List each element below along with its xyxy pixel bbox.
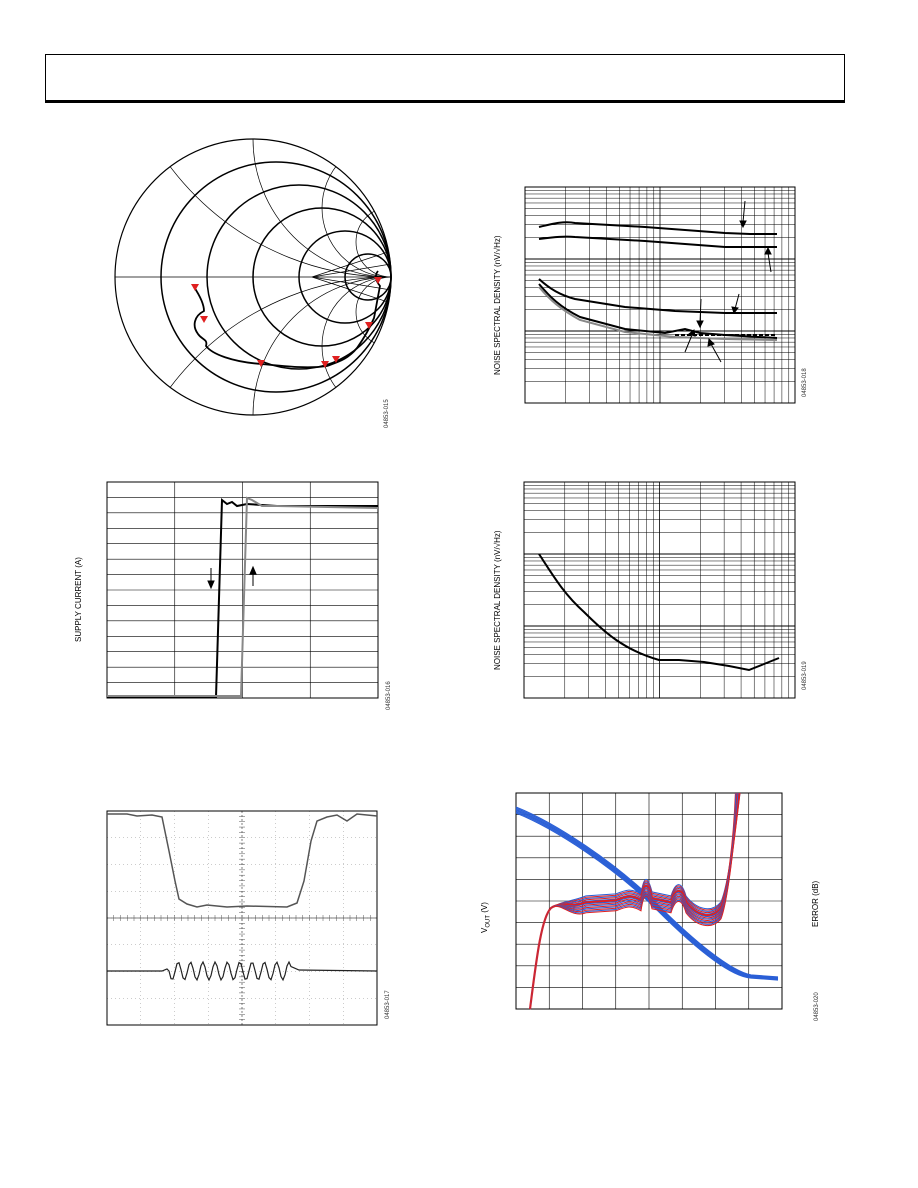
vout-ylabel-sub: OUT [485, 914, 492, 928]
vout-ylabel-v: V [480, 927, 489, 933]
supply-current-chart: SUPPLY CURRENT (A) 04853-016 [74, 481, 392, 710]
scope-trace: 04853-017 [106, 810, 391, 1026]
figure-id-supply: 04853-016 [386, 681, 392, 710]
noise-chart-1-ylabel: NOISE SPECTRAL DENSITY (nV/√Hz) [493, 235, 502, 375]
smith-chart: 04853-015 [112, 136, 394, 428]
vout-ylabel-unit: (V) [480, 902, 489, 915]
supply-current-ylabel: SUPPLY CURRENT (A) [74, 557, 83, 642]
noise-density-chart-2: NOISE SPECTRAL DENSITY (nV/√Hz) 04853-01… [493, 481, 808, 699]
figure-id-vout: 04853-020 [814, 992, 820, 1021]
noise-density-chart-1: NOISE SPECTRAL DENSITY (nV/√Hz) 04853-01… [493, 186, 808, 404]
vout-error-chart: VOUT (V) ERROR (dB) 04853-020 [480, 792, 820, 1021]
figure-id-noise-2: 04853-019 [802, 661, 808, 690]
error-ylabel: ERROR (dB) [811, 880, 820, 927]
figure-id-noise-1: 04853-018 [802, 368, 808, 397]
figure-id-scope: 04853-017 [385, 990, 391, 1019]
figure-id-smith: 04853-015 [384, 399, 390, 428]
noise-chart-2-ylabel: NOISE SPECTRAL DENSITY (nV/√Hz) [493, 530, 502, 670]
vout-ylabel: VOUT (V) [480, 902, 492, 933]
page-header-box [45, 54, 845, 103]
